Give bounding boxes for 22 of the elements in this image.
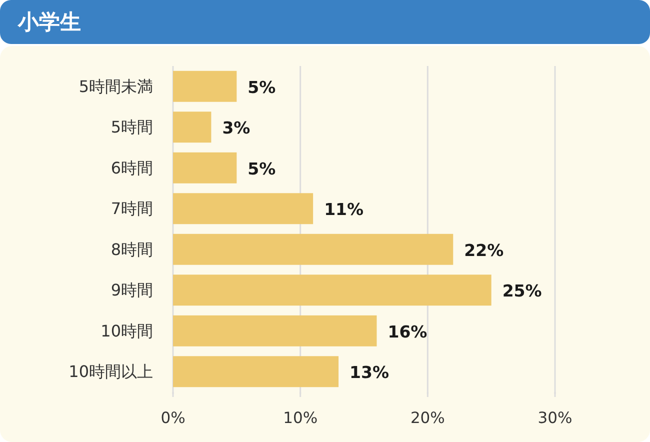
x-tick-label: 10% <box>283 409 318 427</box>
data-label: 25% <box>502 282 542 301</box>
data-label: 13% <box>350 363 390 382</box>
y-tick-label: 9時間 <box>110 280 153 300</box>
data-label: 11% <box>324 200 364 220</box>
chart-title: 小学生 <box>17 10 81 34</box>
y-tick-label: 6時間 <box>110 158 153 178</box>
data-label: 16% <box>388 322 428 342</box>
data-label: 5% <box>248 78 276 97</box>
y-tick-label: 5時間 <box>110 118 153 137</box>
y-tick-label: 10時間 <box>100 321 153 340</box>
data-label: 3% <box>222 118 250 138</box>
y-tick-label: 8時間 <box>110 240 153 259</box>
y-tick-label: 5時間未満 <box>78 76 153 96</box>
x-tick-label: 30% <box>538 409 572 427</box>
data-label: 5% <box>248 159 276 178</box>
y-tick-label: 10時間以上 <box>68 362 153 382</box>
title-banner: 小学生 <box>0 0 650 44</box>
x-tick-label: 0% <box>160 409 186 427</box>
y-tick-label: 7時間 <box>110 199 153 218</box>
x-tick-label: 20% <box>410 409 445 427</box>
data-label: 22% <box>464 240 504 260</box>
